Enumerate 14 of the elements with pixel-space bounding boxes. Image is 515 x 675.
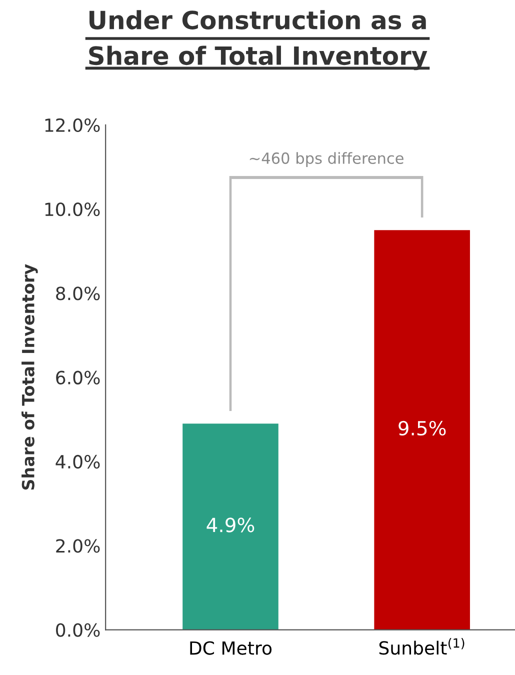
annotation: ~460 bps difference	[250, 152, 404, 167]
y-axis-title: Share of Total Inventory	[22, 264, 38, 490]
y-tick-label: 8.0%	[56, 286, 100, 300]
data-label: 9.5%	[398, 420, 446, 436]
x-tick-label: DC Metro	[190, 641, 272, 655]
y-tick-label: 12.0%	[45, 118, 100, 132]
data-label: 4.9%	[206, 518, 254, 532]
y-tick-label: 10.0%	[45, 202, 100, 216]
chart-title: Under Construction as a Share of Total Inventory	[89, 10, 428, 70]
y-tick-label: 4.0%	[56, 454, 100, 469]
y-tick-label: 0.0%	[56, 623, 100, 637]
x-tick-label: Sunbelt$^{(1)}$	[379, 638, 464, 655]
y-tick-label: 6.0%	[56, 370, 100, 384]
y-tick-label: 2.0%	[56, 539, 100, 553]
